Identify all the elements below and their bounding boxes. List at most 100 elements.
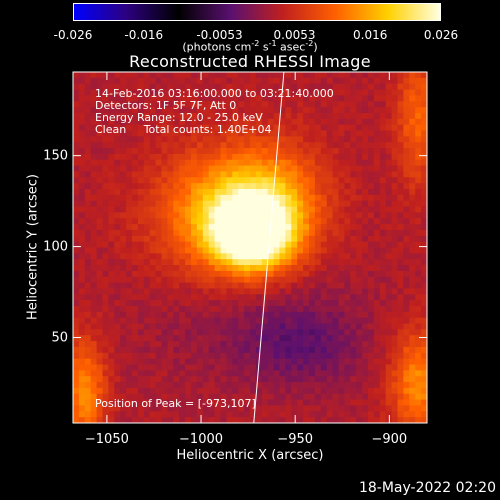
heatmap-cell (314, 346, 322, 354)
heatmap-cell (403, 177, 410, 184)
heatmap-cell (332, 399, 339, 406)
heatmap-cell (255, 189, 263, 196)
heatmap-cell (78, 393, 86, 400)
heatmap-cell (244, 189, 251, 196)
heatmap-cell (291, 95, 298, 102)
heatmap-cell (196, 118, 204, 126)
heatmap-cell (238, 265, 245, 272)
heatmap-cell (96, 194, 103, 202)
heatmap-cell (344, 259, 351, 266)
heatmap-cell (73, 112, 80, 120)
heatmap-cell (415, 72, 422, 79)
heatmap-cell (96, 142, 103, 149)
heatmap-cell (255, 224, 263, 231)
heatmap-cell (391, 311, 398, 319)
heatmap-cell (273, 370, 280, 377)
heatmap-cell (196, 148, 204, 155)
heatmap-cell (120, 300, 127, 307)
heatmap-cell (320, 206, 328, 213)
heatmap-cell (279, 89, 286, 96)
heatmap-cell (415, 130, 422, 137)
heatmap-cell (78, 300, 86, 307)
heatmap-cell (391, 417, 398, 424)
heatmap-cell (309, 276, 316, 283)
heatmap-cell (102, 335, 109, 342)
heatmap-cell (273, 376, 280, 383)
heatmap-cell (332, 101, 339, 108)
heatmap-cell (391, 323, 398, 330)
heatmap-cell (285, 276, 292, 283)
heatmap-cell (191, 153, 198, 161)
heatmap-cell (285, 247, 292, 254)
heatmap-cell (309, 341, 316, 348)
heatmap-cell (114, 189, 121, 196)
heatmap-cell (314, 306, 322, 313)
heatmap-cell (202, 358, 210, 365)
heatmap-cell (185, 276, 192, 283)
heatmap-cell (202, 411, 210, 418)
heatmap-cell (409, 83, 416, 90)
heatmap-cell (297, 306, 304, 313)
heatmap-cell (397, 177, 404, 184)
heatmap-cell (314, 159, 322, 166)
heatmap-cell (303, 165, 310, 172)
heatmap-cell (273, 311, 280, 319)
heatmap-cell (73, 189, 80, 196)
heatmap-cell (362, 370, 369, 377)
heatmap-cell (261, 241, 269, 248)
heatmap-cell (285, 323, 292, 330)
heatmap-cell (226, 352, 233, 360)
heatmap-cell (73, 335, 80, 342)
heatmap-cell (320, 194, 328, 202)
heatmap-cell (132, 364, 139, 371)
heatmap-cell (415, 206, 422, 213)
heatmap-cell (285, 189, 292, 196)
heatmap-cell (161, 341, 168, 348)
heatmap-cell (403, 335, 410, 342)
heatmap-cell (185, 335, 192, 342)
colorbar-tick-label: -0.0053 (196, 28, 243, 42)
heatmap-cell (96, 288, 103, 295)
heatmap-cell (326, 335, 333, 342)
heatmap-cell (179, 335, 186, 342)
heatmap-cell (391, 335, 398, 342)
heatmap-cell (303, 306, 310, 313)
heatmap-cell (191, 83, 198, 90)
heatmap-cell (137, 300, 145, 307)
heatmap-cell (191, 159, 198, 166)
heatmap-cell (379, 341, 387, 348)
heatmap-cell (273, 218, 280, 225)
heatmap-cell (244, 200, 251, 207)
heatmap-cell (226, 370, 233, 377)
heatmap-cell (84, 405, 92, 412)
heatmap-cell (356, 341, 363, 348)
heatmap-cell (102, 89, 109, 96)
heatmap-cell (285, 253, 292, 260)
heatmap-cell (344, 183, 351, 190)
heatmap-cell (273, 306, 280, 313)
heatmap-cell (137, 194, 145, 202)
heatmap-cell (220, 101, 227, 108)
heatmap-cell (320, 72, 328, 79)
heatmap-cell (267, 270, 274, 278)
heatmap-cell (120, 417, 127, 424)
heatmap-cell (220, 89, 227, 96)
heatmap-cell (96, 165, 103, 172)
heatmap-cell (403, 165, 410, 172)
heatmap-cell (73, 358, 80, 365)
heatmap-cell (214, 218, 221, 225)
heatmap-cell (338, 229, 345, 237)
heatmap-cell (379, 270, 387, 278)
heatmap-cell (320, 370, 328, 377)
heatmap-cell (173, 323, 180, 330)
heatmap-cell (368, 77, 375, 85)
heatmap-cell (415, 346, 422, 354)
heatmap-cell (373, 118, 381, 126)
heatmap-cell (226, 142, 233, 149)
heatmap-cell (291, 300, 298, 307)
heatmap-cell (279, 136, 286, 143)
heatmap-cell (285, 311, 292, 319)
heatmap-cell (291, 276, 298, 283)
heatmap-cell (320, 253, 328, 260)
heatmap-cell (362, 288, 369, 295)
